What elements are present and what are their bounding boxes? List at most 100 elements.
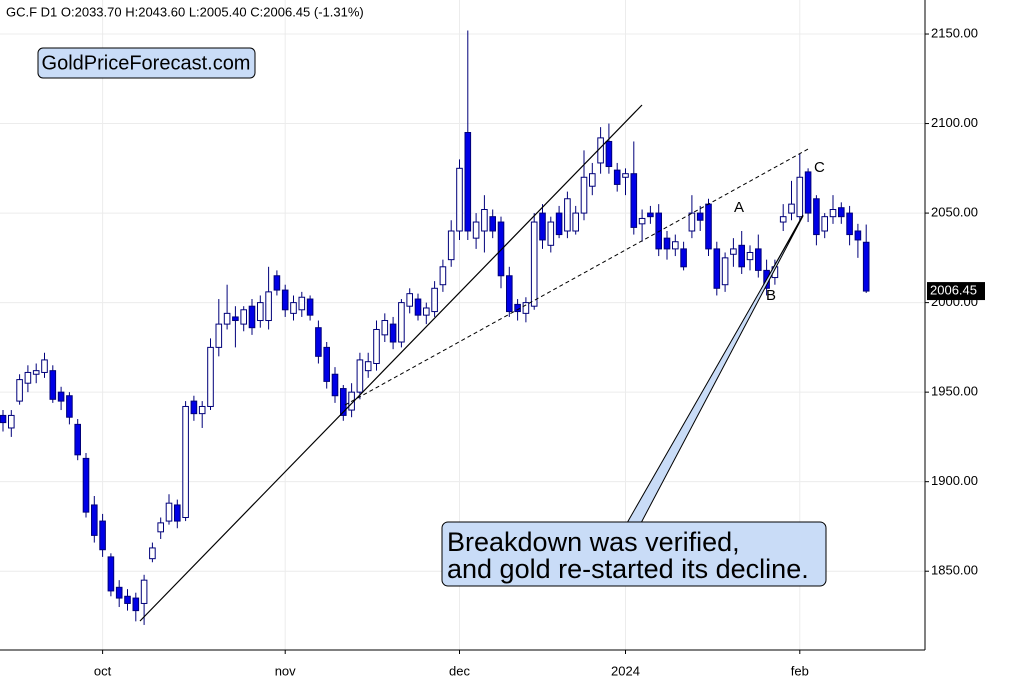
candle-body [696, 212, 704, 221]
candle-body [290, 302, 297, 314]
candle-body [721, 257, 729, 286]
trend-line [139, 104, 643, 622]
candle-body [165, 502, 173, 522]
candle-body [389, 323, 397, 343]
candle-body [705, 203, 712, 250]
candle-body [215, 323, 223, 348]
chart-title: GC.F D1 O:2033.70 H:2043.60 L:2005.40 C:… [6, 4, 364, 19]
candle-body [281, 289, 289, 311]
candle-body [331, 373, 339, 397]
candle-body [182, 405, 189, 518]
x-tick-label: nov [275, 663, 296, 678]
candle-body [240, 309, 247, 325]
candle-body [589, 173, 596, 187]
candle-body [730, 248, 737, 255]
candle-body [24, 371, 32, 384]
candle-body [232, 316, 239, 322]
candle-body [572, 212, 580, 232]
last-price-box [927, 282, 985, 301]
candle-body [647, 212, 654, 218]
candle-body [746, 251, 754, 261]
candle-body [66, 395, 73, 418]
candle-body [829, 209, 837, 218]
candle-body [539, 212, 546, 241]
candle-body [605, 140, 613, 168]
candle-body [257, 302, 264, 322]
candle-body [788, 203, 795, 214]
candle-body [489, 216, 496, 232]
candle-body [198, 405, 206, 415]
x-tick-label: feb [791, 663, 809, 678]
candle-body [564, 198, 571, 232]
x-tick-label: dec [449, 663, 470, 678]
candle-body [381, 320, 389, 336]
candle-body [16, 379, 23, 402]
candle-body [373, 328, 380, 364]
candle-body [32, 370, 40, 375]
candle-body [547, 221, 555, 246]
candle-body [522, 302, 530, 314]
annotation: A [734, 199, 744, 216]
candle-body [804, 171, 812, 214]
candle-body [364, 361, 372, 372]
callout-text: and gold re-started its decline. [447, 554, 809, 584]
candle-body [663, 237, 671, 250]
candle-body [149, 547, 156, 560]
candle-body [846, 212, 853, 236]
candle-body [223, 312, 231, 325]
candle-body [796, 176, 804, 218]
candle-body [0, 414, 7, 424]
candle-body [8, 414, 15, 429]
candle-body [838, 207, 845, 218]
x-tick-label: oct [94, 663, 112, 678]
candle-body [456, 167, 463, 232]
candle-body [854, 230, 862, 241]
y-tick-label: 2050.00 [931, 205, 978, 220]
candle-body [580, 176, 588, 214]
candle-body [124, 595, 131, 604]
candle-body [298, 296, 306, 311]
x-tick-label: 2024 [611, 663, 640, 678]
y-tick-label: 2100.00 [931, 115, 978, 130]
candle-body [514, 303, 521, 313]
candle-body [655, 212, 663, 250]
candle-body [99, 520, 106, 551]
candle-body [481, 209, 488, 232]
candle-body [638, 217, 646, 225]
candle-body [472, 221, 480, 239]
candle-body [423, 307, 430, 316]
candle-body [340, 388, 347, 416]
candle-body [622, 173, 629, 178]
candle-body [273, 275, 281, 291]
candle-body [672, 241, 679, 250]
annotation: B [766, 287, 776, 304]
candle-body [265, 291, 272, 322]
candle-body [431, 287, 438, 313]
candle-body [41, 359, 48, 373]
candle-body [174, 504, 181, 522]
candle-body [414, 298, 422, 316]
candle-body [680, 248, 687, 268]
candle-body [306, 298, 314, 316]
candle-body [82, 457, 90, 513]
candle-body [406, 293, 413, 307]
candle-body [530, 221, 538, 307]
candle-body [140, 579, 148, 604]
candle-body [49, 370, 57, 400]
watermark-box [37, 47, 256, 79]
candle-body [688, 212, 696, 232]
dashed-trend-line [344, 147, 811, 406]
candle-body [439, 266, 447, 286]
candle-body [248, 305, 256, 329]
candle-body [613, 169, 621, 185]
candle-body [713, 248, 721, 289]
annotation: C [814, 159, 825, 176]
candle-body [157, 522, 164, 533]
candle-body [862, 241, 870, 292]
candle-body [813, 198, 820, 236]
candle-body [755, 248, 762, 271]
candle-body [738, 244, 746, 268]
candle-body [821, 216, 829, 232]
candle-body [464, 132, 472, 232]
candle-body [356, 359, 364, 393]
